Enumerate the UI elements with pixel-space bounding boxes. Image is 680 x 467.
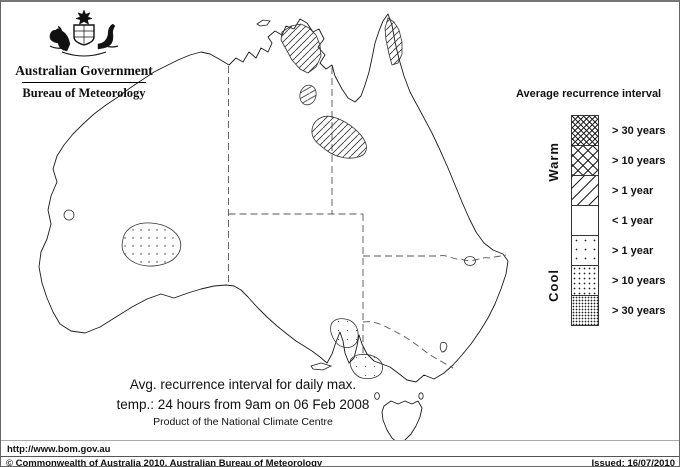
australian-coat-of-arms-icon xyxy=(49,9,119,57)
legend-item: > 1 year xyxy=(571,175,666,206)
shaded-regions xyxy=(63,17,476,379)
legend-item: > 10 years xyxy=(571,145,666,176)
legend-item: > 10 years xyxy=(571,265,666,296)
region-eastern-sa-cool xyxy=(349,353,383,379)
region-border-small-outline xyxy=(464,256,476,266)
caption-line-2: temp.: 24 hours from 9am on 06 Feb 2008 xyxy=(116,397,370,412)
region-inland-wa-cool xyxy=(121,222,182,267)
australia-map xyxy=(38,13,509,440)
legend: Average recurrence interval Warm Cool > … xyxy=(516,88,678,348)
legend-item: > 1 year xyxy=(571,235,666,266)
legend-scale-bar: > 30 years > 10 years > 1 year < 1 year … xyxy=(571,115,666,326)
footer: © Commonwealth of Australia 2010, Austra… xyxy=(1,457,679,467)
legend-title: Average recurrence interval xyxy=(516,88,662,100)
legend-cool-label: Cool xyxy=(546,269,561,302)
act-outline xyxy=(439,342,448,353)
government-title: Australian Government xyxy=(15,63,153,78)
region-cape-york-warm xyxy=(384,17,403,66)
issued-date: Issued: 16/07/2010 xyxy=(591,458,675,467)
melville-island xyxy=(256,19,271,27)
dense-crosshatch-swatch xyxy=(571,115,599,146)
header-divider xyxy=(22,82,146,83)
region-central-nt-small-warm xyxy=(299,84,317,106)
legend-item: > 30 years xyxy=(571,115,666,146)
legend-item: > 30 years xyxy=(571,295,666,326)
map-caption: Avg. recurrence interval for daily max. … xyxy=(73,375,413,429)
bom-url-link[interactable]: http://www.bom.gov.au xyxy=(7,444,111,455)
copyright-text: © Commonwealth of Australia 2010, Austra… xyxy=(6,458,323,467)
kangaroo-island xyxy=(310,362,333,371)
legend-item: < 1 year xyxy=(571,205,666,236)
legend-warm-label: Warm xyxy=(546,141,561,182)
diagonal-hatch-swatch xyxy=(571,175,599,206)
tasmania-coastline xyxy=(381,400,423,440)
government-header: Australian Government Bureau of Meteorol… xyxy=(9,8,159,101)
bass-strait-island xyxy=(374,392,380,400)
region-central-nt-large-warm xyxy=(311,115,367,159)
crosshatch-swatch xyxy=(571,145,599,176)
medium-dots-swatch xyxy=(571,265,599,296)
region-northern-sa-cool xyxy=(330,318,359,348)
state-borders xyxy=(228,66,507,369)
plain-swatch xyxy=(571,205,599,236)
bass-strait-island xyxy=(418,392,424,400)
mainland-coastline xyxy=(38,13,509,383)
region-wa-small-outline xyxy=(63,209,75,221)
agency-title: Bureau of Meteorology xyxy=(22,86,146,100)
url-strip: http://www.bom.gov.au xyxy=(1,440,679,457)
caption-line-1: Avg. recurrence interval for daily max. xyxy=(129,377,357,392)
dense-dots-swatch xyxy=(571,295,599,326)
caption-line-3: Product of the National Climate Centre xyxy=(153,416,333,428)
sparse-dots-swatch xyxy=(571,235,599,266)
region-top-end-warm xyxy=(280,23,322,74)
